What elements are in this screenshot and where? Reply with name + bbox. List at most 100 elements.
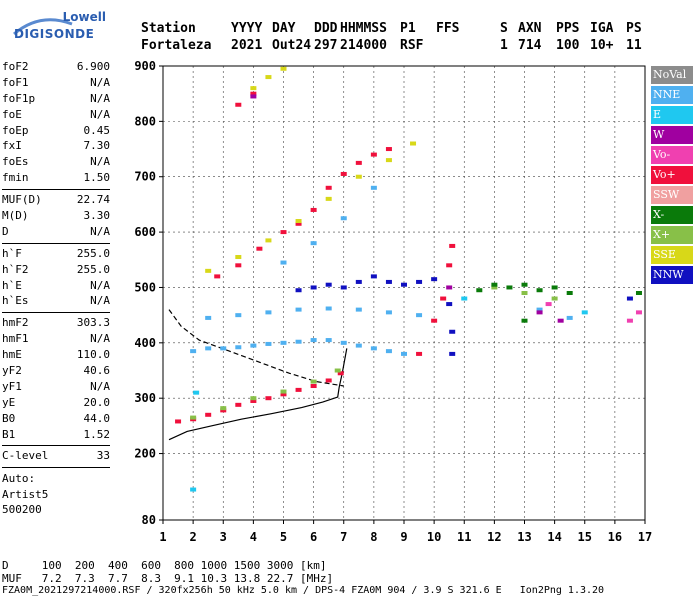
echo-point-nne [280,340,287,345]
y-tick-label: 400 [134,336,156,350]
lowell-digisonde-logo: Lowell DIGISONDE [10,6,120,46]
echo-point-w [446,285,453,290]
scaled-parameters-panel: foF2 6.900 foF1 N/A foF1p N/A foE N/A foEp 0.45 fx… [2,60,110,518]
echo-point-xminus [506,285,513,290]
echo-point-voplus [205,412,212,417]
param-value: N/A [90,91,110,105]
echo-point-voplus [256,246,263,251]
y-tick-label: 500 [134,280,156,294]
legend-item: SSW [651,186,693,204]
header-value-ps: 11 [626,38,642,53]
profile-curve [168,348,348,441]
echo-point-voplus [385,147,392,152]
x-tick-label: 8 [370,530,377,544]
legend-item: NNW [651,266,693,284]
legend-item: SSE [651,246,693,264]
x-tick-label: 7 [340,530,347,544]
param-name: foF2 [2,60,29,73]
echo-point-voplus [295,387,302,392]
echo-point-nne [325,338,332,343]
param-name: foEp [2,123,29,137]
header-value-yyyy: 2021 [231,38,263,53]
footer-file-info: FZA0M_2021297214000.RSF / 320fx256h 50 k… [2,585,605,596]
header-value-ddd: 297 [314,38,338,53]
param-name: h`F [2,246,22,260]
echo-point-nnw [355,279,362,284]
x-tick-label: 6 [310,530,317,544]
footer-muf-row: MUF 7.2 7.3 7.7 8.3 9.1 10.3 13.8 22.7 [… [2,572,334,585]
param-row: foF1 N/A [2,76,110,92]
param-name: B0 [2,411,16,425]
header-label-iga: IGA [590,21,614,36]
polarization-legend: NoVal NNE E W Vo- Vo+ SSW X- X+ SSE NNW [651,66,693,286]
param-row: hmE 110.0 [2,348,110,364]
x-tick-label: 14 [547,530,561,544]
param-value: 20.0 [83,395,111,409]
x-tick-label: 12 [487,530,501,544]
legend-item: X- [651,206,693,224]
param-name: foF1 [2,75,29,89]
echo-point-xminus [635,291,642,295]
legend-item: Vo- [651,146,693,164]
header-label-hhmmss: HHMMSS [340,21,387,36]
echo-point-w [557,318,564,323]
echo-point-nne [536,307,543,312]
param-value: 44.0 [83,411,111,425]
y-tick-label: 800 [134,114,156,128]
x-tick-label: 17 [638,530,652,544]
param-row: fxI 7.30 [2,139,110,155]
echo-point-xplus [310,379,317,384]
header-label-ffs: FFS [436,21,460,36]
echo-point-xminus [476,288,483,293]
param-row: hmF1 N/A [2,332,110,348]
footer-distance-row: D 100 200 400 600 800 1000 1500 3000 [km… [2,559,327,572]
echo-point-nne [416,313,423,318]
param-name: hmF1 [2,332,29,346]
echo-point-voplus [280,392,287,397]
echo-point-e [461,296,468,301]
header-value-station: Fortaleza [141,38,212,53]
param-value: N/A [90,155,110,169]
param-divider [2,242,110,244]
echo-point-nnw [310,285,317,290]
param-name: fmin [2,171,29,185]
param-name: foF1p [2,91,36,105]
param-row: hmF2 303.3 [2,316,110,332]
param-row: foEp 0.45 [2,124,110,140]
x-tick-label: 3 [220,530,227,544]
param-name: foE [2,107,22,121]
echo-point-nne [370,185,377,190]
echo-point-nne [295,307,302,312]
param-value: 40.6 [83,364,111,378]
header-label-day: DAY [272,21,296,36]
legend-item: E [651,106,693,124]
echo-point-sse [265,75,272,80]
echo-point-voplus [310,207,317,212]
param-row: foE N/A [2,108,110,124]
echo-point-voplus [220,408,227,413]
echo-point-vominus [545,302,552,307]
echo-point-nne [190,349,197,354]
echo-point-e [193,390,200,395]
echo-point-voplus [310,384,317,389]
param-divider [2,312,110,314]
param-value: 255.0 [76,262,110,276]
param-value: 22.74 [76,193,110,207]
param-row: B1 1.52 [2,428,110,444]
param-value: 1.50 [83,171,111,185]
header-label-s: S [500,21,508,36]
header-value-hhmmss: 214000 [340,38,387,53]
echo-point-xplus [521,291,528,295]
echo-point-xminus [491,282,498,287]
echo-point-xminus [521,282,528,287]
param-row: h`F 255.0 [2,247,110,263]
header-label-axn: AXN [518,21,542,36]
param-row: M(D) 3.30 [2,209,110,225]
echo-point-xminus [536,288,543,293]
echo-point-voplus [214,274,221,279]
param-name: yE [2,395,16,409]
echo-point-w [536,310,543,315]
header-value-pps: 100 [556,38,580,53]
echo-point-nne [355,343,362,348]
echo-point-nne [205,346,212,351]
